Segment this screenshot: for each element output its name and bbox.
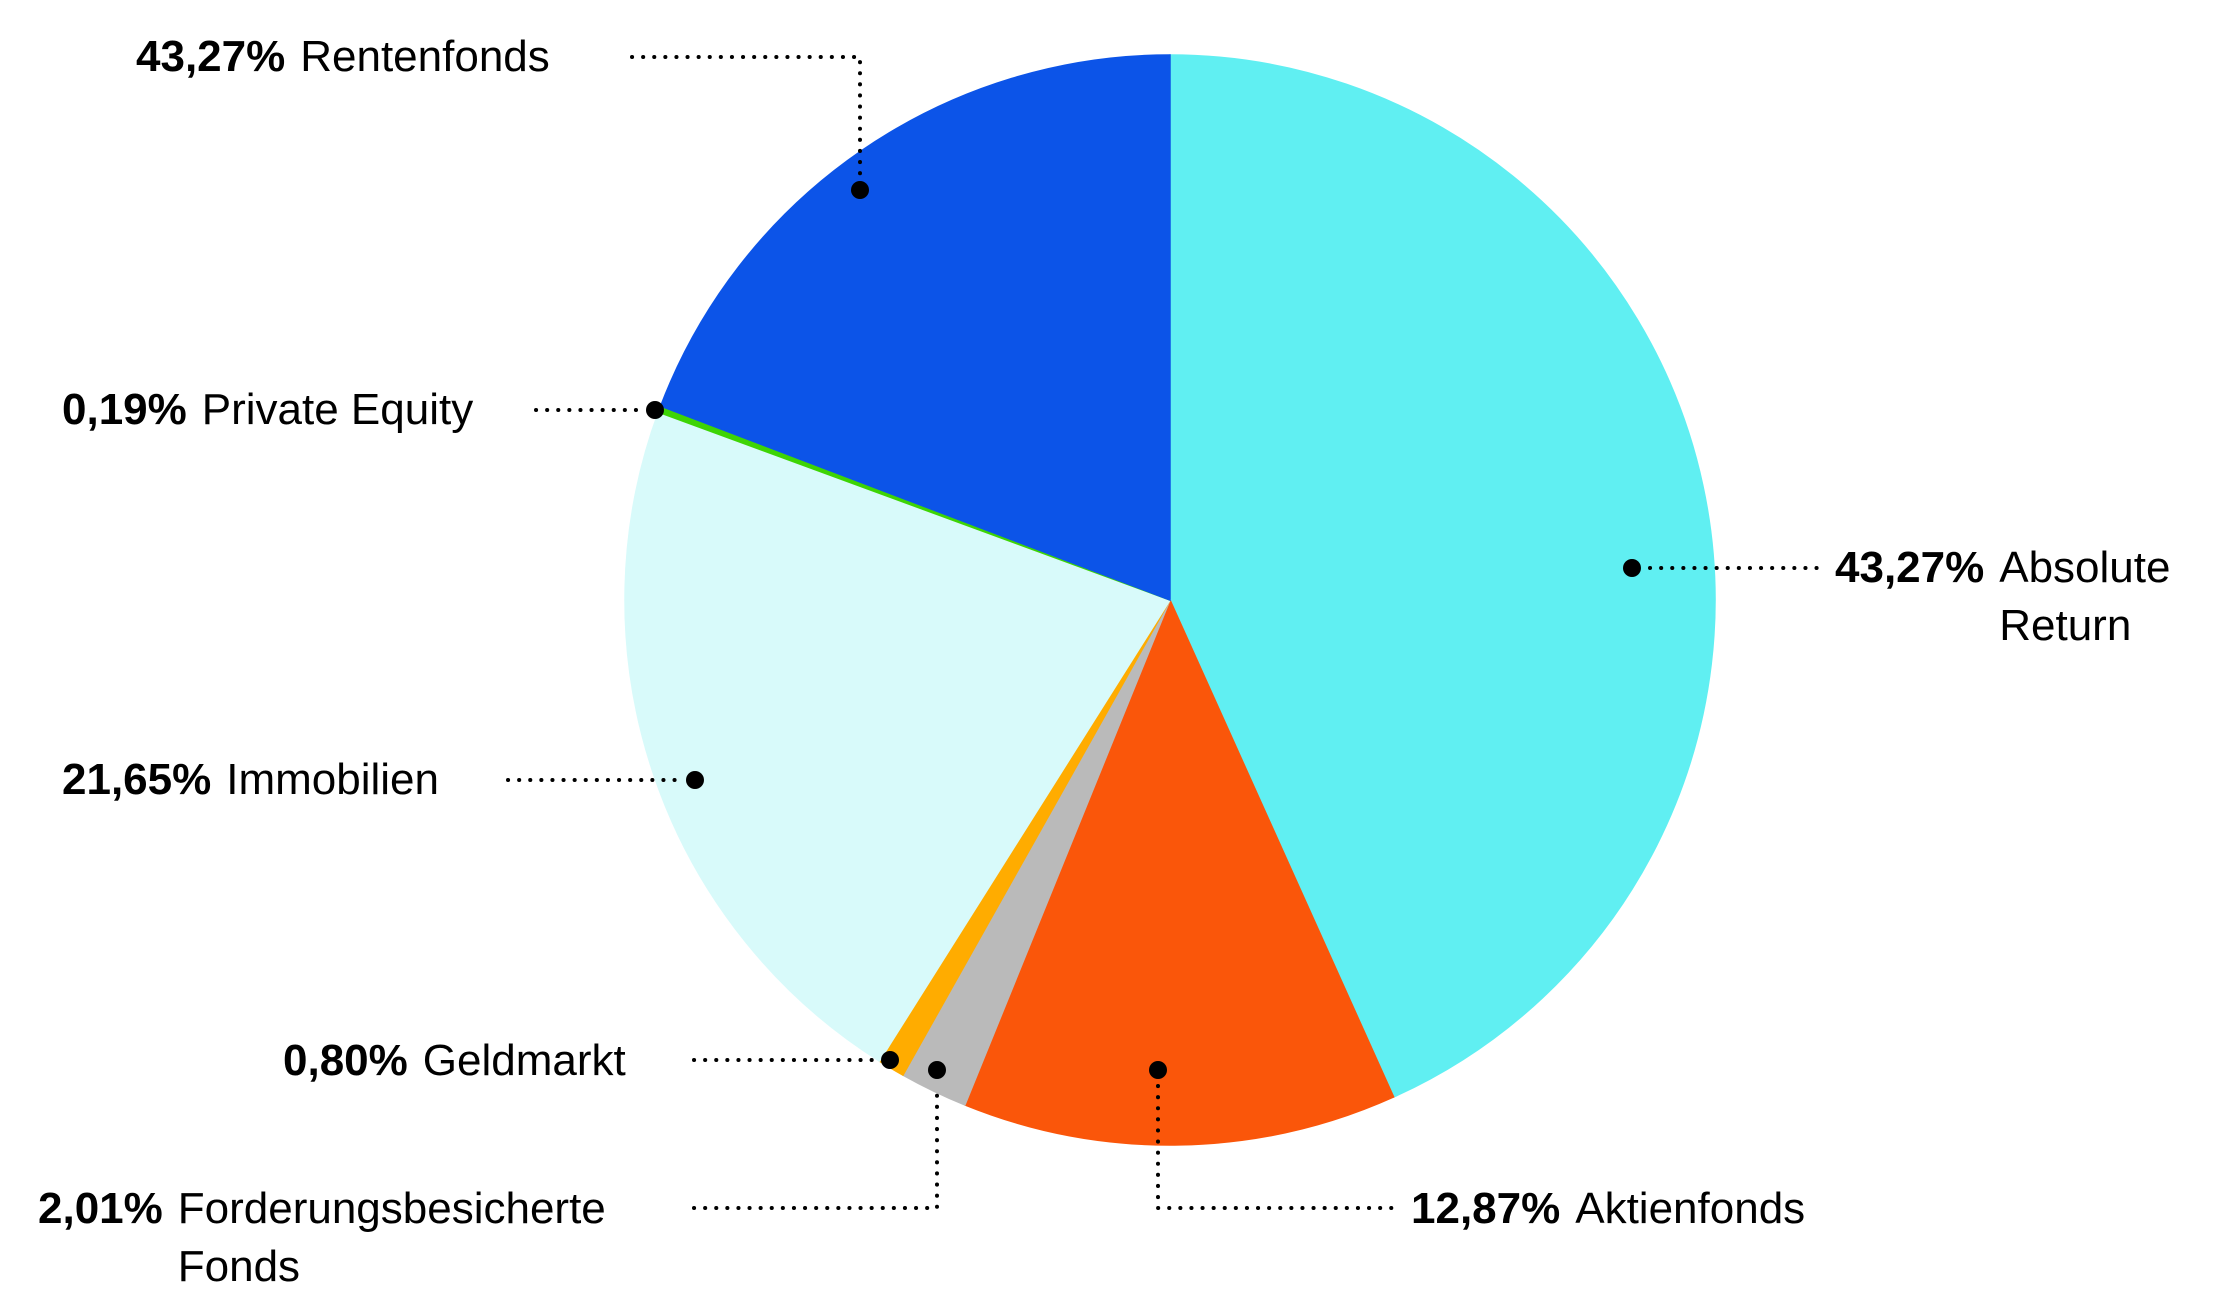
anchor-dot-geldmarkt (881, 1051, 899, 1069)
pie-slice-immobilien (624, 411, 1172, 1063)
pie-slice-absolute-return (1169, 54, 1716, 1098)
label-aktienfonds-pct: 12,87% (1411, 1184, 1561, 1233)
label-immobilien-pct: 21,65% (62, 755, 212, 804)
label-absolute-return-pct: 43,27% (1835, 543, 1985, 592)
label-forderungsbesicherte-fonds-name: Forderungsbesicherte Fonds (177, 1184, 606, 1291)
label-rentenfonds-name: Rentenfonds (300, 32, 550, 81)
anchor-dot-aktienfonds (1149, 1061, 1167, 1079)
label-rentenfonds-pct: 43,27% (136, 32, 286, 81)
label-aktienfonds-name: Aktienfonds (1575, 1184, 1806, 1233)
label-forderungsbesicherte-fonds: 2,01% Forderungsbesicherte Fonds (38, 1180, 648, 1292)
label-immobilien: 21,65% Immobilien (62, 751, 439, 809)
label-geldmarkt-pct: 0,80% (283, 1036, 408, 1085)
label-rentenfonds: 43,27% Rentenfonds (136, 28, 550, 86)
anchor-dot-immobilien (686, 771, 704, 789)
label-geldmarkt: 0,80% Geldmarkt (283, 1032, 626, 1090)
leader-aktienfonds (1156, 1084, 1394, 1210)
label-immobilien-name: Immobilien (226, 755, 439, 804)
pie-slice-aktienfonds (963, 598, 1395, 1146)
label-absolute-return: 43,27% Absolute Return (1835, 539, 2204, 655)
anchor-dot-rentenfonds (851, 181, 869, 199)
leader-rentenfonds (630, 55, 862, 176)
anchor-dot-absolute-return (1623, 559, 1641, 577)
label-aktienfonds: 12,87% Aktienfonds (1411, 1180, 1805, 1238)
anchor-dot-forderungsbesicherte-fonds (928, 1061, 946, 1079)
label-absolute-return-name: Absolute Return (1999, 543, 2171, 650)
pie (624, 54, 1716, 1146)
label-private-equity-pct: 0,19% (62, 385, 187, 434)
label-forderungsbesicherte-fonds-pct: 2,01% (38, 1184, 163, 1233)
label-private-equity-name: Private Equity (201, 385, 474, 434)
leader-forderungsbesicherte-fonds (692, 1084, 939, 1210)
anchor-dot-private-equity (646, 401, 664, 419)
label-private-equity: 0,19% Private Equity (62, 381, 473, 439)
label-geldmarkt-name: Geldmarkt (422, 1036, 626, 1085)
